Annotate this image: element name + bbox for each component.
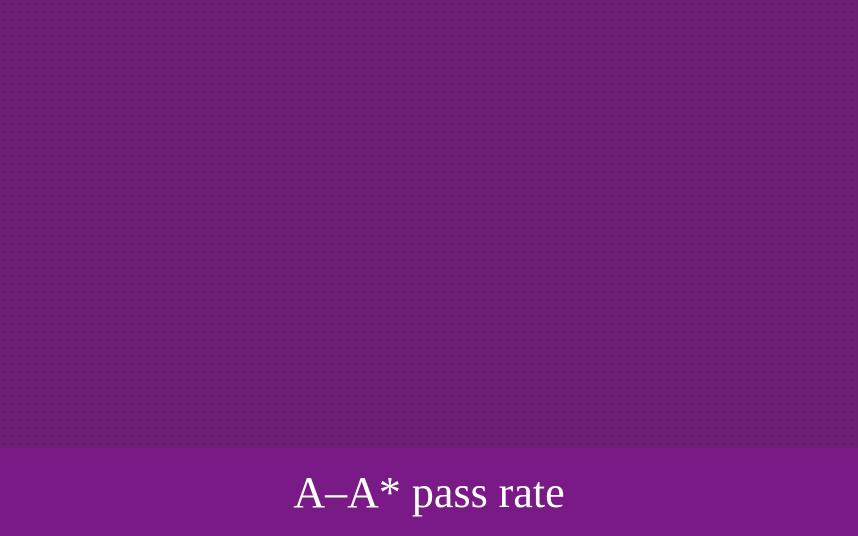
infographic-canvas: A–A* pass rate [0, 0, 858, 536]
letter-row [0, 0, 858, 448]
footer-title: A–A* pass rate [293, 467, 564, 518]
footer-bar: A–A* pass rate [0, 448, 858, 536]
